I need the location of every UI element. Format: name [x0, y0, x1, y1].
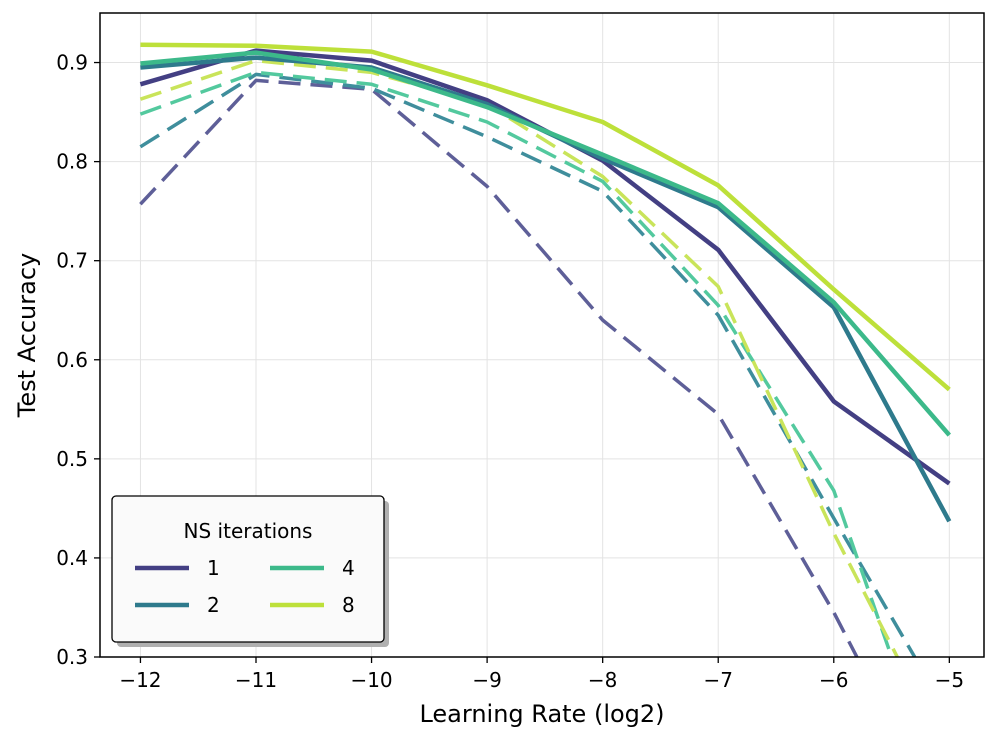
y-tick-label: 0.5: [56, 447, 88, 471]
x-tick-label: −8: [588, 668, 617, 692]
x-tick-label: −10: [350, 668, 392, 692]
dashed-series-line: [139, 78, 859, 657]
series-line-1: [139, 48, 951, 486]
y-tick-label: 0.4: [56, 546, 88, 570]
x-axis-label: Learning Rate (log2): [419, 700, 664, 728]
x-tick-label: −11: [235, 668, 277, 692]
y-tick-label: 0.7: [56, 249, 88, 273]
x-tick-label: −12: [119, 668, 161, 692]
x-tick-label: −7: [703, 668, 732, 692]
plot-lines: [139, 42, 952, 657]
y-tick-label: 0.9: [56, 51, 88, 75]
legend-label-2: 2: [207, 593, 220, 617]
axis-ticks: −12 −11 −10 −9 −8 −7 −6 −5 0.3 0.4 0.5 0.6 0.7 0.8 0.9: [56, 51, 964, 692]
x-tick-label: −5: [935, 668, 964, 692]
dashed-series-line: [139, 72, 917, 657]
dashed-series-line: [139, 70, 894, 657]
x-tick-label: −6: [819, 668, 848, 692]
x-tick-label: −9: [472, 668, 501, 692]
series-line-8: [140, 42, 951, 392]
legend-label-1: 1: [207, 556, 220, 580]
y-tick-label: 0.3: [56, 645, 88, 669]
y-axis-label: Test Accuracy: [13, 253, 41, 418]
legend-label-8: 8: [342, 593, 355, 617]
dashed-series-line: [139, 58, 899, 657]
series-line-2: [140, 55, 952, 523]
y-tick-label: 0.6: [56, 348, 88, 372]
plot-frame: [99, 12, 985, 658]
legend-label-4: 4: [342, 556, 355, 580]
grid: [100, 13, 984, 658]
legend-title: NS iterations: [184, 519, 313, 543]
y-tick-label: 0.8: [56, 150, 88, 174]
legend: NS iterations 1 2 4 8: [111, 495, 389, 647]
series-line-4: [140, 50, 951, 437]
